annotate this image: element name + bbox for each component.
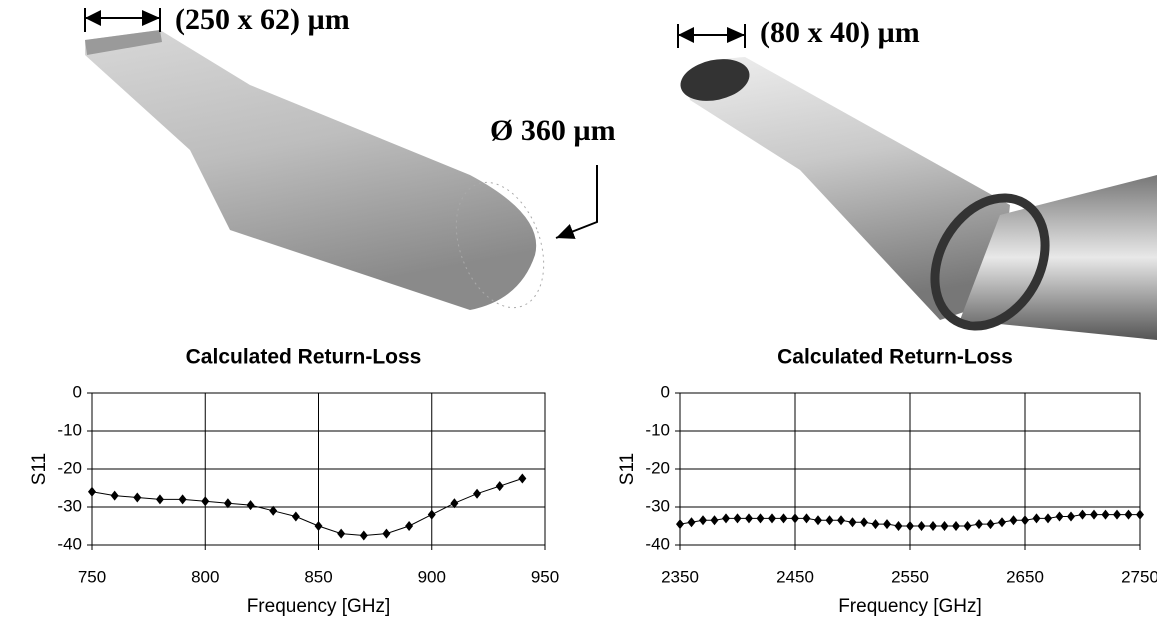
- x-tick-label: 2350: [661, 567, 699, 586]
- data-point: [1021, 515, 1029, 525]
- data-point: [722, 513, 730, 523]
- data-point: [964, 521, 972, 531]
- data-point: [1090, 510, 1098, 520]
- data-point: [1125, 510, 1133, 520]
- data-point: [849, 517, 857, 527]
- data-point: [929, 521, 937, 531]
- render-right: (80 x 40) µm: [677, 16, 1157, 346]
- y-tick-label: -40: [645, 534, 670, 553]
- data-point: [315, 521, 323, 531]
- y-tick-label: -20: [57, 458, 82, 477]
- data-point: [791, 513, 799, 523]
- y-tick-label: -30: [645, 496, 670, 515]
- data-point: [998, 517, 1006, 527]
- data-point: [1010, 515, 1018, 525]
- data-point: [745, 513, 753, 523]
- y-tick-label: -40: [57, 534, 82, 553]
- data-point: [382, 529, 390, 539]
- data-point: [860, 517, 868, 527]
- y-axis-label: S11: [617, 453, 638, 485]
- data-point: [111, 491, 119, 501]
- data-point: [676, 519, 684, 529]
- data-point: [247, 500, 255, 510]
- data-point: [292, 512, 300, 522]
- x-tick-label: 750: [78, 567, 106, 586]
- data-point: [987, 519, 995, 529]
- dimension-label: (80 x 40) µm: [760, 16, 920, 49]
- data-point: [473, 489, 481, 499]
- x-tick-label: 950: [531, 567, 559, 586]
- dimension-label: (250 x 62) µm: [175, 3, 350, 36]
- data-point: [883, 519, 891, 529]
- y-tick-label: -30: [57, 496, 82, 515]
- x-axis-label: Frequency [GHz]: [838, 596, 982, 617]
- data-point: [757, 513, 765, 523]
- data-point: [768, 513, 776, 523]
- data-point: [975, 519, 983, 529]
- data-point: [1113, 510, 1121, 520]
- data-point: [360, 531, 368, 541]
- y-tick-label: -10: [645, 420, 670, 439]
- data-point: [518, 474, 526, 484]
- data-point: [88, 487, 96, 497]
- data-point: [688, 517, 696, 527]
- data-point: [780, 513, 788, 523]
- data-point: [496, 481, 504, 491]
- diameter-label: Ø 360 µm: [490, 114, 616, 147]
- data-point: [179, 494, 187, 504]
- data-point: [734, 513, 742, 523]
- render-left: (250 x 62) µm Ø 360 µm: [85, 3, 616, 320]
- y-tick-label: 0: [661, 382, 670, 401]
- x-tick-label: 850: [304, 567, 332, 586]
- x-axis-label: Frequency [GHz]: [247, 596, 391, 617]
- data-point: [837, 515, 845, 525]
- figure: (250 x 62) µm Ø 360 µm (80 x 40) µm 0 -10…: [0, 0, 1157, 628]
- y-tick-label: -10: [57, 420, 82, 439]
- y-axis-label: S11: [29, 453, 50, 485]
- data-point: [826, 515, 834, 525]
- data-point: [1033, 513, 1041, 523]
- data-point: [918, 521, 926, 531]
- data-point: [872, 519, 880, 529]
- x-tick-label: 2550: [891, 567, 929, 586]
- data-point: [1102, 510, 1110, 520]
- data-point: [156, 494, 164, 504]
- y-tick-label: 0: [73, 382, 82, 401]
- data-point: [803, 513, 811, 523]
- x-tick-label: 2650: [1006, 567, 1044, 586]
- data-point: [1079, 510, 1087, 520]
- data-point: [814, 515, 822, 525]
- data-point: [1136, 510, 1144, 520]
- data-point: [1044, 513, 1052, 523]
- data-point: [405, 521, 413, 531]
- data-point: [906, 521, 914, 531]
- data-point: [711, 515, 719, 525]
- chart-title: Calculated Return-Loss: [186, 346, 422, 369]
- data-point: [133, 493, 141, 503]
- x-tick-label: 800: [191, 567, 219, 586]
- data-point: [699, 515, 707, 525]
- data-point: [428, 510, 436, 520]
- x-tick-label: 2750: [1121, 567, 1157, 586]
- data-point: [337, 529, 345, 539]
- data-point: [201, 496, 209, 506]
- data-point: [952, 521, 960, 531]
- x-tick-label: 900: [418, 567, 446, 586]
- data-point: [941, 521, 949, 531]
- data-point: [895, 521, 903, 531]
- data-point: [1067, 512, 1075, 522]
- chart-title: Calculated Return-Loss: [777, 346, 1013, 369]
- x-tick-label: 2450: [776, 567, 814, 586]
- data-point: [1056, 512, 1064, 522]
- y-tick-label: -20: [645, 458, 670, 477]
